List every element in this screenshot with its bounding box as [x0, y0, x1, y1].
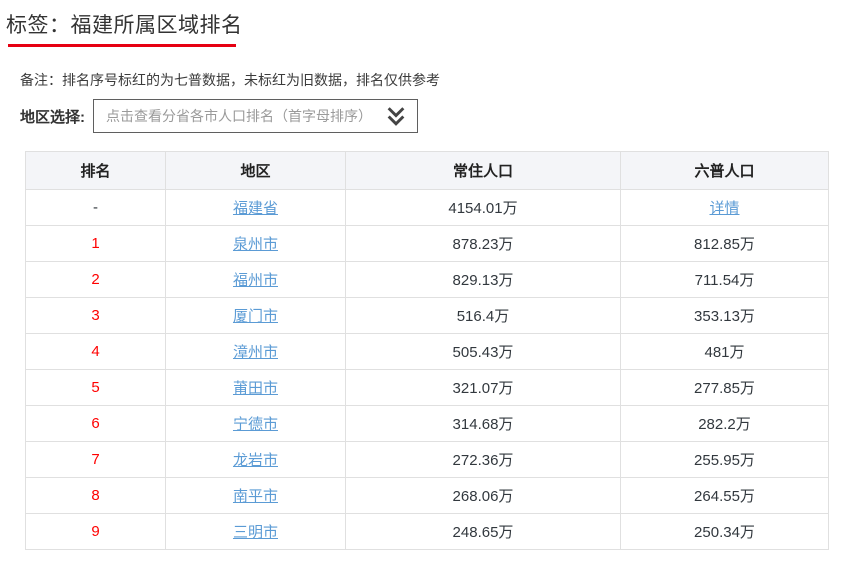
six-census-detail-link[interactable]: 详情 — [709, 200, 740, 217]
region-cell: 宁德市 — [165, 405, 346, 442]
rank-cell: 3 — [25, 297, 166, 334]
six-census-cell: 264.55万 — [620, 477, 829, 514]
six-census-cell: 812.85万 — [620, 225, 829, 262]
population-cell: 314.68万 — [345, 405, 621, 442]
region-link[interactable]: 厦门市 — [232, 308, 278, 325]
population-cell: 829.13万 — [345, 261, 621, 298]
population-cell: 505.43万 — [345, 333, 621, 370]
column-header-six-census: 六普人口 — [620, 151, 829, 190]
table-row: 3 厦门市 516.4万 353.13万 — [25, 297, 829, 334]
region-link[interactable]: 南平市 — [232, 488, 278, 505]
region-link[interactable]: 泉州市 — [232, 236, 278, 253]
population-cell: 4154.01万 — [345, 189, 621, 226]
region-cell: 莆田市 — [165, 369, 346, 406]
title-underline — [8, 44, 236, 47]
six-census-cell: 353.13万 — [620, 297, 829, 334]
region-cell: 南平市 — [165, 477, 346, 514]
rank-cell: - — [25, 189, 166, 226]
double-chevron-down-icon — [385, 106, 407, 127]
rank-cell: 5 — [25, 369, 166, 406]
table-row: 6 宁德市 314.68万 282.2万 — [25, 405, 829, 442]
note-text: 备注：排名序号标红的为七普数据，未标红为旧数据，排名仅供参考 — [20, 72, 440, 88]
six-census-cell: 481万 — [620, 333, 829, 370]
region-link[interactable]: 莆田市 — [232, 380, 278, 397]
six-census-cell: 250.34万 — [620, 513, 829, 550]
region-select-row: 地区选择: 点击查看分省各市人口排名（首字母排序） — [20, 99, 848, 133]
table-row: - 福建省 4154.01万 详情 — [25, 189, 829, 226]
region-cell: 泉州市 — [165, 225, 346, 262]
page-title: 标签：福建所属区域排名 — [6, 14, 243, 37]
table-row: 8 南平市 268.06万 264.55万 — [25, 477, 829, 514]
region-select-dropdown[interactable]: 点击查看分省各市人口排名（首字母排序） — [93, 99, 418, 133]
six-census-cell: 711.54万 — [620, 261, 829, 298]
six-census-cell: 277.85万 — [620, 369, 829, 406]
table-header-row: 排名 地区 常住人口 六普人口 — [25, 151, 829, 190]
table-body: - 福建省 4154.01万 详情 1 泉州市 878.23万 812.85万 … — [25, 189, 829, 550]
population-cell: 321.07万 — [345, 369, 621, 406]
region-cell: 漳州市 — [165, 333, 346, 370]
table-row: 1 泉州市 878.23万 812.85万 — [25, 225, 829, 262]
region-link[interactable]: 宁德市 — [232, 416, 278, 433]
table-row: 9 三明市 248.65万 250.34万 — [25, 513, 829, 550]
region-cell: 厦门市 — [165, 297, 346, 334]
rank-cell: 9 — [25, 513, 166, 550]
rank-cell: 6 — [25, 405, 166, 442]
table-row: 4 漳州市 505.43万 481万 — [25, 333, 829, 370]
population-cell: 268.06万 — [345, 477, 621, 514]
region-cell: 福州市 — [165, 261, 346, 298]
population-cell: 516.4万 — [345, 297, 621, 334]
region-link[interactable]: 福州市 — [232, 272, 278, 289]
region-link[interactable]: 三明市 — [232, 524, 278, 541]
column-header-region: 地区 — [165, 151, 346, 190]
six-census-cell: 详情 — [620, 189, 829, 226]
column-header-resident-population: 常住人口 — [345, 151, 621, 190]
region-link[interactable]: 福建省 — [232, 200, 278, 217]
region-select-label: 地区选择: — [20, 108, 85, 126]
ranking-table: 排名 地区 常住人口 六普人口 - 福建省 4154.01万 详情 1 泉州市 … — [25, 151, 829, 550]
six-census-cell: 282.2万 — [620, 405, 829, 442]
rank-cell: 8 — [25, 477, 166, 514]
region-link[interactable]: 龙岩市 — [232, 452, 278, 469]
region-cell: 福建省 — [165, 189, 346, 226]
region-cell: 龙岩市 — [165, 441, 346, 478]
six-census-cell: 255.95万 — [620, 441, 829, 478]
rank-cell: 1 — [25, 225, 166, 262]
region-link[interactable]: 漳州市 — [232, 344, 278, 361]
table-row: 2 福州市 829.13万 711.54万 — [25, 261, 829, 298]
rank-cell: 7 — [25, 441, 166, 478]
rank-cell: 4 — [25, 333, 166, 370]
region-cell: 三明市 — [165, 513, 346, 550]
table-row: 5 莆田市 321.07万 277.85万 — [25, 369, 829, 406]
column-header-rank: 排名 — [25, 151, 166, 190]
page: 标签：福建所属区域排名 备注：排名序号标红的为七普数据，未标红为旧数据，排名仅供… — [0, 9, 848, 550]
population-cell: 248.65万 — [345, 513, 621, 550]
population-cell: 878.23万 — [345, 225, 621, 262]
table-row: 7 龙岩市 272.36万 255.95万 — [25, 441, 829, 478]
population-cell: 272.36万 — [345, 441, 621, 478]
region-select-placeholder: 点击查看分省各市人口排名（首字母排序） — [106, 108, 372, 124]
rank-cell: 2 — [25, 261, 166, 298]
